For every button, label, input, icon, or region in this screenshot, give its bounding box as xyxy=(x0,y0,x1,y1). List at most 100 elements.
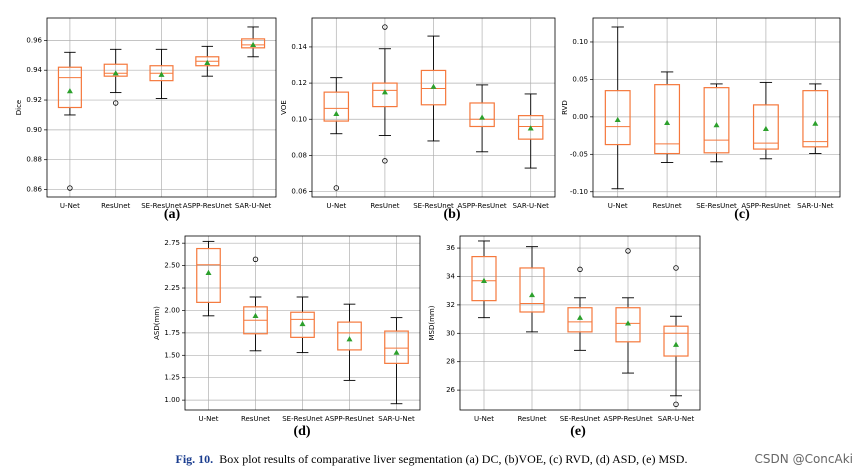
y-tick-label: 28 xyxy=(446,358,455,366)
mean-marker xyxy=(393,349,400,355)
flier xyxy=(673,401,679,408)
x-tick-label: ASPP-ResUnet xyxy=(741,202,790,210)
x-tick-label: U-Net xyxy=(199,415,219,423)
panel-label: (c) xyxy=(734,207,750,222)
caption: Fig. 10. Box plot results of comparative … xyxy=(0,452,863,467)
axes-frame xyxy=(46,17,277,198)
mean-marker xyxy=(812,120,819,126)
mean-marker xyxy=(112,70,119,76)
flier xyxy=(112,100,119,106)
x-tick-label: SE-ResUnet xyxy=(282,415,323,423)
y-tick-label: 34 xyxy=(446,272,455,280)
box xyxy=(703,87,730,154)
x-tick-label: ResUnet xyxy=(517,415,546,423)
y-tick-label: 1.75 xyxy=(164,329,180,337)
x-tick-label: SAR-U-Net xyxy=(658,415,695,423)
box xyxy=(752,104,779,150)
x-tick-label: ResUnet xyxy=(370,202,399,210)
y-axis-label: RVD xyxy=(561,100,569,115)
panel-label: (a) xyxy=(164,207,181,222)
x-tick-label: SE-ResUnet xyxy=(696,202,737,210)
x-tick-label: ASPP-ResUnet xyxy=(458,202,507,210)
y-tick-label: 36 xyxy=(446,244,455,252)
axes-frame xyxy=(459,235,701,411)
mean-marker xyxy=(673,341,679,347)
x-tick-label: ASPP-ResUnet xyxy=(603,415,652,423)
y-axis-label: VOE xyxy=(280,100,288,115)
mean-marker xyxy=(527,125,534,131)
y-tick-label: -0.10 xyxy=(570,188,588,196)
panel-label: (e) xyxy=(570,424,586,439)
x-tick-label: ResUnet xyxy=(653,202,682,210)
box xyxy=(663,325,689,357)
x-tick-label: SE-ResUnet xyxy=(141,202,182,210)
x-tick-label: U-Net xyxy=(608,202,628,210)
mean-marker xyxy=(333,110,340,117)
panel-label: (d) xyxy=(293,424,310,439)
x-tick-label: SE-ResUnet xyxy=(413,202,454,210)
mean-marker xyxy=(204,59,211,65)
box xyxy=(384,330,409,364)
x-tick-label: SAR-U-Net xyxy=(378,415,415,423)
box xyxy=(323,91,350,122)
y-tick-label: 0.88 xyxy=(26,156,42,164)
flier xyxy=(382,24,388,30)
mean-marker xyxy=(250,41,257,48)
mean-marker xyxy=(66,88,73,94)
box xyxy=(471,255,497,302)
flier xyxy=(382,158,388,164)
box xyxy=(615,307,641,343)
y-tick-label: 0.94 xyxy=(26,66,42,74)
y-tick-label: 2.25 xyxy=(164,284,180,292)
mean-marker xyxy=(299,320,306,327)
y-tick-label: 2.75 xyxy=(164,239,180,247)
flier xyxy=(577,266,583,273)
y-tick-label: 0.90 xyxy=(26,126,42,134)
y-tick-label: 2.50 xyxy=(164,262,180,270)
box xyxy=(802,90,829,148)
mean-marker xyxy=(252,312,259,319)
x-tick-label: ResUnet xyxy=(241,415,270,423)
box xyxy=(337,321,362,351)
mean-marker xyxy=(346,336,353,342)
y-tick-label: 26 xyxy=(446,386,455,394)
y-axis-label: MSD(mm) xyxy=(428,305,436,340)
mean-marker xyxy=(158,71,165,77)
y-tick-label: 0.08 xyxy=(291,151,307,159)
box xyxy=(567,307,593,333)
mean-marker xyxy=(430,83,437,89)
box xyxy=(241,38,266,49)
x-tick-label: ResUnet xyxy=(101,202,130,210)
box xyxy=(103,63,128,77)
axes-frame xyxy=(311,17,556,198)
x-tick-label: SAR-U-Net xyxy=(512,202,549,210)
y-tick-label: 0.10 xyxy=(572,38,588,46)
mean-marker xyxy=(614,116,621,123)
y-tick-label: 0.00 xyxy=(572,113,588,121)
y-tick-label: 1.00 xyxy=(164,396,180,404)
mean-marker xyxy=(479,114,486,120)
flier xyxy=(67,185,73,191)
panel-label: (b) xyxy=(443,207,460,222)
y-tick-label: 0.05 xyxy=(572,75,588,83)
x-tick-label: U-Net xyxy=(326,202,346,210)
box xyxy=(519,267,545,313)
flier xyxy=(333,185,339,191)
flier xyxy=(673,265,679,271)
y-tick-label: 0.92 xyxy=(26,96,42,104)
y-tick-label: 0.86 xyxy=(26,186,42,194)
axes-frame xyxy=(592,17,841,198)
mean-marker xyxy=(481,277,487,283)
y-axis-label: ASD(mm) xyxy=(153,306,161,340)
x-tick-label: U-Net xyxy=(474,415,494,423)
flier xyxy=(252,256,259,263)
mean-marker xyxy=(205,269,212,275)
mean-marker xyxy=(529,291,535,298)
x-tick-label: ASPP-ResUnet xyxy=(325,415,374,423)
box xyxy=(57,66,82,109)
x-tick-label: SAR-U-Net xyxy=(235,202,272,210)
box xyxy=(290,311,315,338)
caption-text: Box plot results of comparative liver se… xyxy=(219,452,688,466)
y-tick-label: 0.12 xyxy=(291,79,307,87)
